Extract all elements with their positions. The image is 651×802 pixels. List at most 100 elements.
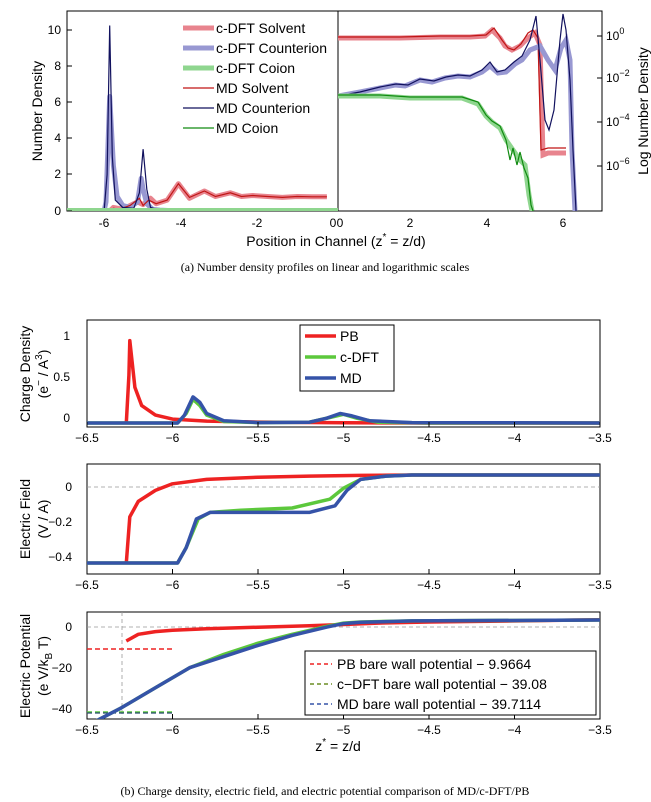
ytick-a-log-0: 100: [606, 26, 624, 43]
chart-b2-ticks: −6.5 −6 −5.5 −5 −4.5 −4 −3.5: [75, 569, 612, 592]
series-b2-pb: [124, 473, 600, 564]
xtick-label-b2-1: −6: [166, 578, 180, 592]
ytick-b2-0: 0: [65, 480, 72, 494]
chart-b1-ylabel-2: (e− / A3): [34, 350, 51, 399]
ytick-b2-m04: −0.4: [48, 550, 72, 564]
series-md-solvent-right: [338, 27, 566, 151]
xtick-a-r0: 0: [337, 216, 344, 230]
legend-label-md-counterion: MD Counterion: [216, 100, 310, 116]
xtick-a-m2: -2: [252, 216, 263, 230]
ytick-a-log-m4: 10−4: [606, 112, 630, 129]
xtick-label-b2-6: −3.5: [588, 578, 612, 592]
ytick-a-2: 2: [54, 167, 61, 181]
series-md-counter-right: [338, 13, 577, 211]
legend-label-md-wall: MD bare wall potential − 39.7114: [337, 696, 541, 712]
caption-b: (b) Charge density, electric field, and …: [121, 784, 530, 798]
xtick-label-b3-6: −3.5: [588, 723, 612, 737]
legend-label-md-coion: MD Coion: [216, 120, 278, 136]
xtick-label-b3-3: −5: [337, 723, 351, 737]
legend-label-md-solvent: MD Solvent: [216, 80, 288, 96]
chart-b1-ylabel-1: Charge Density: [17, 326, 33, 423]
ytick-b3-m20: −20: [52, 661, 73, 675]
ytick-a-log-m2: 10−2: [606, 68, 630, 85]
ytick-b3-m40: −40: [52, 702, 73, 716]
series-cdft-solvent-right: [338, 26, 566, 159]
xtick-a-r2: 2: [407, 216, 414, 230]
ytick-b3-0: 0: [65, 620, 72, 634]
chart-a-legend: c-DFT Solvent c-DFT Counterion c-DFT Coi…: [183, 20, 327, 136]
legend-label-cdft-wall: c−DFT bare wall potential − 39.08: [337, 676, 547, 692]
xtick-label-b3-1: −6: [166, 723, 180, 737]
ytick-a-8: 8: [54, 59, 61, 73]
chart-b3-legend: PB bare wall potential − 9.9664 c−DFT ba…: [304, 650, 597, 716]
xtick-label-b1-6: −3.5: [588, 431, 612, 445]
xtick-a-r4: 4: [484, 216, 491, 230]
chart-b3-ticks: −6.5 −6 −5.5 −5 −4.5 −4 −3.5: [75, 714, 612, 737]
chart-b3: −6.5 −6 −5.5 −5 −4.5 −4 −3.5 0 −20 −40 Electri…: [17, 611, 612, 754]
ytick-a-6: 6: [54, 95, 61, 109]
xtick-label-b1-0: −6.5: [75, 431, 99, 445]
series-b2-md: [87, 473, 600, 565]
ytick-b1-0: 0: [63, 411, 70, 425]
chart-a-xlabel: Position in Channel (z* = z/d): [246, 232, 425, 249]
legend-label-pb: PB: [340, 328, 359, 344]
ytick-a-10: 10: [48, 23, 62, 37]
ytick-a-log-m6: 10−6: [606, 156, 630, 173]
xtick-label-b2-5: −4: [508, 578, 522, 592]
legend-label-md: MD: [340, 370, 362, 386]
series-b1-pb: [124, 338, 600, 425]
xtick-label-b1-1: −6: [166, 431, 180, 445]
series-md-coion-right: [338, 94, 534, 211]
series-b1-cdft: [87, 397, 600, 425]
series-b3-md: [96, 618, 600, 719]
xtick-label-b3-5: −4: [508, 723, 522, 737]
chart-a-ylabel-right: Log Number Density: [635, 47, 651, 175]
chart-b2-ylabel-1: Electric Field: [17, 479, 33, 559]
chart-b2-frame: [86, 463, 601, 575]
xtick-label-b3-0: −6.5: [75, 723, 99, 737]
xtick-a-m6: -6: [99, 216, 110, 230]
series-b1-md: [87, 395, 600, 425]
legend-label-cdft-counterion: c-DFT Counterion: [216, 40, 327, 56]
ytick-b1-1: 1: [63, 329, 70, 343]
series-cdft-coion-right: [338, 93, 535, 211]
chart-b3-xlabel: z* = z/d: [315, 737, 361, 754]
xtick-label-b1-3: −5: [337, 431, 351, 445]
legend-b3-box: [304, 650, 597, 716]
caption-a: (a) Number density profiles on linear an…: [181, 260, 470, 274]
xtick-label-b2-3: −5: [337, 578, 351, 592]
xtick-label-b2-2: −5.5: [246, 578, 270, 592]
xtick-label-b1-2: −5.5: [246, 431, 270, 445]
xtick-label-b1-4: −4.5: [417, 431, 441, 445]
xtick-label-b3-4: −4.5: [417, 723, 441, 737]
ytick-b1-05: 0.5: [53, 370, 70, 384]
chart-b1-legend: PB c-DFT MD: [299, 324, 395, 392]
xtick-a-0: 0: [330, 216, 337, 230]
chart-a-xticks: -6 -4 -2 0 0 2 4 6: [99, 216, 567, 230]
legend-label-cdft: c-DFT: [340, 349, 379, 365]
series-md-solvent-left: [109, 182, 327, 211]
chart-b2: −6.5 −6 −5.5 −5 −4.5 −4 −3.5 0 −0.2 −0.4 Elect…: [17, 463, 612, 592]
ytick-a-0: 0: [54, 204, 61, 218]
xtick-label-b2-0: −6.5: [75, 578, 99, 592]
xtick-label-b1-5: −4: [508, 431, 522, 445]
series-cdft-counter-right: [338, 33, 578, 211]
xtick-a-r6: 6: [560, 216, 567, 230]
legend-label-cdft-solvent: c-DFT Solvent: [216, 20, 305, 36]
legend-label-cdft-coion: c-DFT Coion: [216, 60, 295, 76]
xtick-label-b3-2: −5.5: [246, 723, 270, 737]
chart-b3-ylabel-2: (e V/kB T): [35, 636, 55, 696]
xtick-label-b2-4: −4.5: [417, 578, 441, 592]
chart-a: 0 2 4 6 8 10 -6 -4 -2 0 0 2 4 6 100 10−2…: [29, 10, 651, 274]
ytick-a-4: 4: [54, 131, 61, 145]
chart-b2-ylabel-2: (V / A): [35, 500, 51, 539]
chart-b1: −6.5 −6 −5.5 −5 −4.5 −4 −3.5 0 0.5 1 Charge De…: [17, 319, 612, 445]
chart-b1-ticks: −6.5 −6 −5.5 −5 −4.5 −4 −3.5: [75, 422, 612, 445]
legend-label-pb-wall: PB bare wall potential − 9.9664: [337, 656, 531, 672]
ytick-b2-m02: −0.2: [48, 515, 72, 529]
chart-a-ylabel-left: Number Density: [29, 61, 45, 161]
xtick-a-m4: -4: [176, 216, 187, 230]
chart-b3-ylabel-1: Electric Potential: [17, 614, 33, 718]
chart-a-left-yticks: 0 2 4 6 8 10: [48, 23, 72, 218]
